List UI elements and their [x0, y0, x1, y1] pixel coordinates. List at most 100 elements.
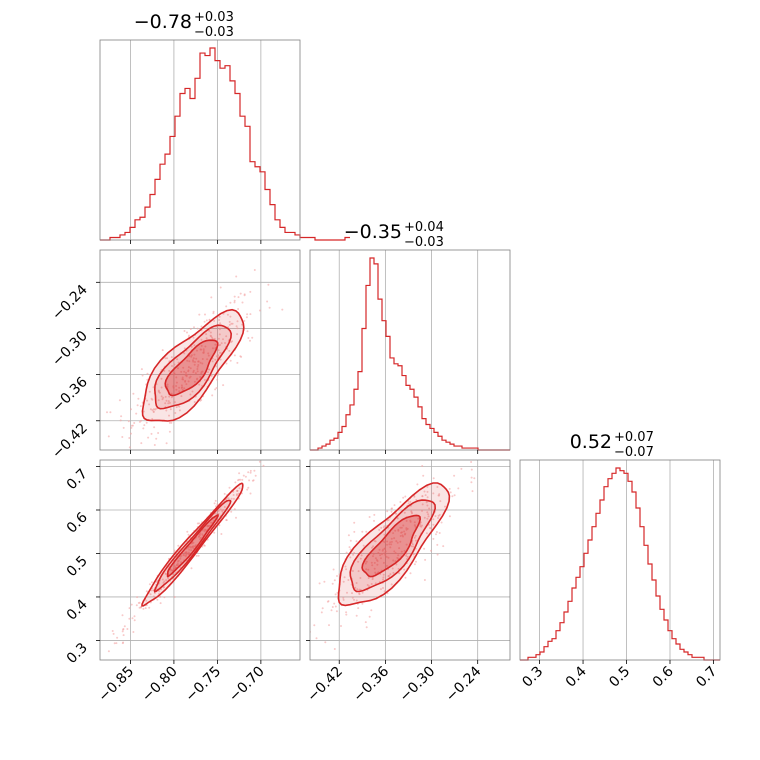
sample-point	[133, 615, 136, 618]
sample-point	[122, 628, 125, 631]
sample-point	[426, 485, 429, 488]
sample-point	[189, 367, 192, 370]
sample-point	[366, 584, 369, 586]
sample-point	[347, 579, 350, 581]
sample-point	[411, 512, 413, 515]
sample-point	[432, 523, 435, 526]
sample-point	[380, 526, 383, 529]
sample-point	[194, 361, 196, 363]
sample-point	[202, 348, 205, 351]
axes-frame	[99, 249, 301, 451]
sample-point	[202, 350, 205, 352]
sample-point	[353, 552, 356, 554]
sample-point	[214, 512, 217, 515]
sample-point	[449, 491, 452, 494]
sample-point	[359, 577, 362, 579]
sample-point	[302, 647, 304, 649]
sample-point	[174, 412, 177, 414]
sample-point	[150, 589, 153, 592]
sample-point	[182, 553, 185, 556]
sample-point	[167, 577, 170, 580]
sample-point	[427, 515, 430, 518]
title-median: −0.78	[134, 11, 192, 33]
sample-point	[426, 496, 429, 499]
sample-point	[237, 308, 240, 310]
sample-point	[193, 353, 196, 356]
sample-point	[213, 319, 216, 322]
sample-point	[413, 495, 416, 498]
sample-point	[139, 405, 142, 408]
sample-point	[113, 642, 116, 645]
sample-point	[216, 378, 219, 381]
sample-point	[230, 510, 233, 513]
sample-point	[185, 383, 188, 386]
sample-point	[137, 397, 140, 400]
sample-point	[173, 373, 176, 376]
contour-inner	[166, 514, 219, 578]
x-tick-label: 0.4	[563, 663, 590, 690]
sample-point	[148, 403, 151, 406]
sample-point	[228, 320, 231, 323]
title-minus: −0.03	[194, 25, 234, 40]
sample-point	[453, 474, 456, 477]
sample-point	[164, 357, 167, 360]
sample-point	[196, 365, 199, 368]
sample-point	[200, 371, 203, 374]
sample-point	[426, 504, 429, 507]
sample-point	[168, 430, 171, 433]
sample-point	[249, 313, 252, 316]
sample-point	[193, 326, 195, 329]
sample-point	[389, 546, 392, 549]
sample-point	[209, 331, 212, 334]
sample-point	[173, 363, 176, 366]
contour-middle	[349, 499, 437, 593]
y-tick-label: 0.7	[64, 466, 91, 493]
sample-point	[251, 336, 254, 339]
sample-point	[183, 330, 186, 332]
sample-point	[186, 530, 189, 533]
sample-point	[237, 479, 239, 482]
histogram-panel	[309, 249, 511, 454]
sample-point	[235, 325, 238, 328]
sample-point	[218, 328, 221, 331]
sample-point	[331, 582, 334, 585]
sample-point	[371, 546, 373, 549]
sample-point	[182, 366, 185, 369]
sample-point	[188, 360, 191, 363]
sample-point	[395, 563, 398, 566]
sample-point	[448, 515, 451, 518]
sample-point	[146, 399, 149, 402]
sample-point	[231, 322, 234, 325]
sample-point	[217, 372, 220, 375]
sample-point	[379, 554, 382, 557]
sample-point	[415, 560, 417, 563]
sample-point	[207, 371, 209, 374]
sample-point	[165, 579, 168, 582]
sample-point	[127, 420, 130, 423]
sample-point	[128, 617, 131, 620]
sample-point	[406, 527, 409, 530]
sample-point	[192, 336, 195, 339]
sample-point	[175, 376, 178, 379]
sample-point	[142, 607, 145, 610]
sample-point	[152, 408, 155, 411]
sample-point	[412, 545, 415, 548]
sample-point	[397, 554, 400, 557]
sample-point	[426, 511, 429, 514]
sample-point	[188, 548, 191, 551]
contour-inner	[361, 514, 422, 578]
sample-point	[121, 630, 124, 633]
sample-point	[229, 315, 232, 318]
sample-point	[423, 547, 426, 550]
sample-point	[313, 624, 316, 627]
sample-point	[210, 374, 213, 377]
sample-point	[395, 540, 398, 543]
sample-point	[409, 500, 412, 503]
sample-point	[165, 442, 168, 445]
sample-point	[399, 535, 402, 537]
sample-point	[163, 369, 166, 372]
sample-point	[390, 510, 393, 513]
sample-point	[389, 573, 392, 576]
sample-point	[120, 415, 123, 418]
sample-point	[414, 539, 417, 542]
